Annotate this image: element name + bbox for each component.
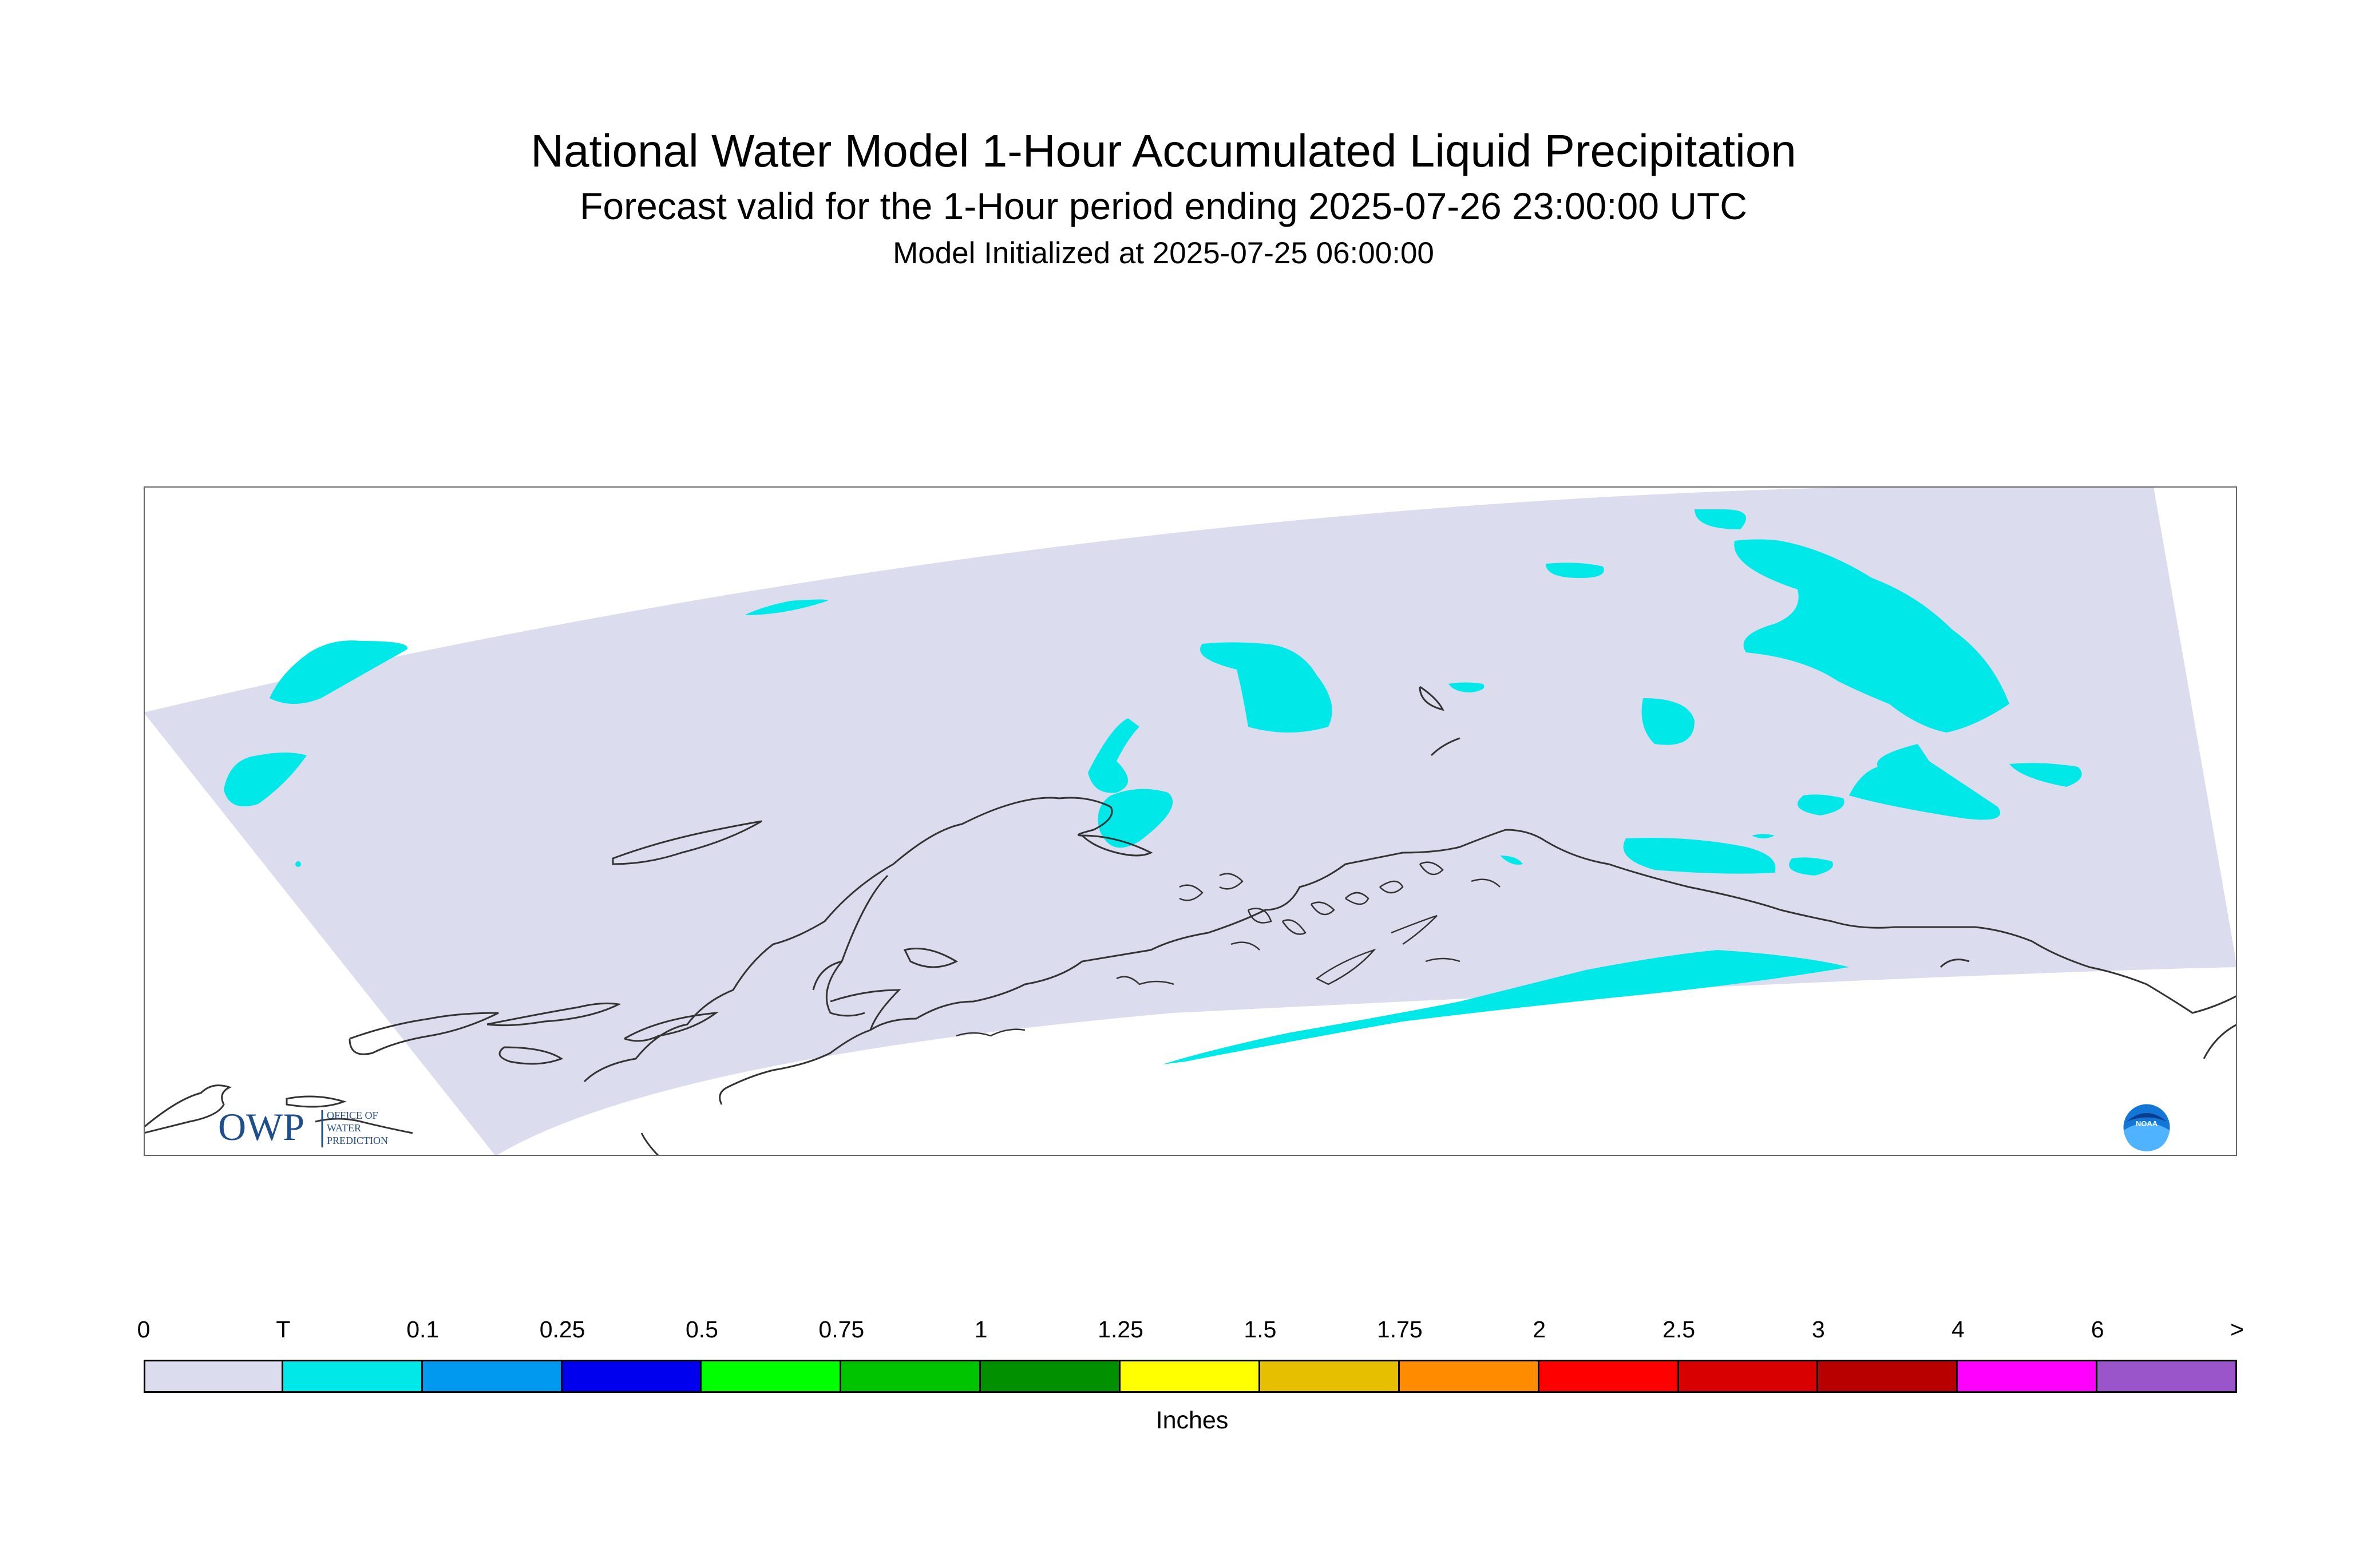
owp-logo-line1: OFFICE OF: [327, 1110, 378, 1121]
owp-logo-line2: WATER: [327, 1122, 361, 1134]
legend-tick-label: 3: [1811, 1316, 1825, 1343]
owp-logo-mark: OWP: [218, 1105, 304, 1149]
legend-swatch: [1121, 1360, 1260, 1393]
legend-swatch: [562, 1360, 702, 1393]
legend-tick-label: >: [2230, 1316, 2244, 1343]
legend-tick-label: 0.1: [406, 1316, 440, 1343]
legend-swatch: [1260, 1360, 1400, 1393]
legend-tick-label: 1.5: [1244, 1316, 1277, 1343]
legend-units: Inches: [1155, 1407, 1229, 1434]
precip-areas: [224, 509, 2082, 1064]
legend-tick-label: 0.5: [685, 1316, 718, 1343]
legend-tick-label: 2: [1533, 1316, 1546, 1343]
legend-swatch: [422, 1360, 563, 1393]
map-subtitle: Forecast valid for the 1-Hour period end…: [580, 185, 1747, 227]
model-domain: [144, 486, 2237, 1156]
legend-swatch: [1399, 1360, 1539, 1393]
legend-swatch: [1679, 1360, 1819, 1393]
legend-swatch: [981, 1360, 1121, 1393]
legend-tick-label: 1: [974, 1316, 988, 1343]
legend-swatch: [283, 1360, 423, 1393]
legend-tick-label: 0.25: [539, 1316, 585, 1343]
legend-tick-label: 0.75: [818, 1316, 865, 1343]
map-title: National Water Model 1-Hour Accumulated …: [531, 125, 1796, 176]
legend-tick-label: 6: [2091, 1316, 2104, 1343]
legend-swatch: [1958, 1360, 2098, 1393]
model-init-time: Model Initialized at 2025-07-25 06:00:00: [893, 236, 1434, 270]
legend-tick-label: 1.25: [1098, 1316, 1143, 1343]
noaa-logo: NOAA: [2121, 1102, 2172, 1153]
legend-swatch: [144, 1360, 283, 1393]
color-legend: 0 T 0.1 0.25 0.5 0.75 1 1.25 1.5 1.75 2 2.5 3 4 6 >: [0, 1293, 2375, 1442]
legend-tick-label: 4: [1951, 1316, 1965, 1343]
precipitation-map: OWP OFFICE OF WATER PREDICTION NOAA: [144, 486, 2237, 1156]
legend-tick-label: 2.5: [1662, 1316, 1696, 1343]
owp-logo-line3: PREDICTION: [327, 1135, 388, 1146]
legend-tick-label: 1.75: [1376, 1316, 1423, 1343]
legend-swatch: [841, 1360, 981, 1393]
legend-tick-label: 0: [137, 1316, 151, 1343]
legend-tick-label: T: [276, 1316, 291, 1343]
coastlines: [144, 686, 2237, 1156]
owp-logo: OWP OFFICE OF WATER PREDICTION: [218, 1105, 388, 1149]
legend-swatch: [1818, 1360, 1958, 1393]
noaa-logo-text: NOAA: [2136, 1119, 2158, 1128]
legend-swatch: [1539, 1360, 1679, 1393]
legend-swatch: [702, 1360, 842, 1393]
legend-swatch: [2097, 1360, 2237, 1393]
